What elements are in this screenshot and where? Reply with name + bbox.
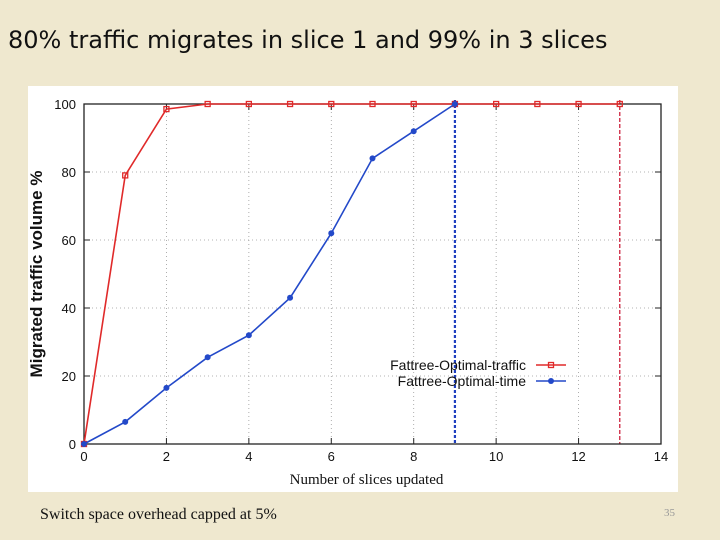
data-point [286,100,294,108]
y-tick-label: 60 [62,233,76,248]
legend-marker [548,378,554,384]
data-point [328,230,335,237]
footnote: Switch space overhead capped at 5% [40,506,277,523]
y-tick-label: 80 [62,165,76,180]
data-point [616,100,623,108]
gridlines [84,103,661,444]
data-point [575,100,582,108]
x-tick-label: 2 [163,449,170,464]
series [80,100,623,448]
y-axis-label: Migrated traffic volume % [28,171,46,378]
x-tick-label: 12 [571,449,585,464]
data-point [287,294,294,301]
plot-frame [83,103,662,445]
data-point [245,100,253,108]
data-point [369,100,376,108]
data-point [204,100,211,108]
legend: Fattree-Optimal-trafficFattree-Optimal-t… [390,357,566,389]
data-point [122,172,129,179]
y-tick-label: 40 [62,301,76,316]
x-tick-label: 10 [489,449,503,464]
x-tick-label: 4 [245,449,252,464]
series-line [83,103,620,445]
data-point [204,354,211,361]
x-tick-label: 8 [410,449,417,464]
data-point [451,101,458,107]
chart-panel: 0 2 4 6 8 10 12 14 0 20 40 60 80 100 Migrated traffic … [28,86,678,492]
data-point [81,441,87,447]
x-tick-label: 14 [654,449,668,464]
legend-label: Fattree-Optimal-traffic [390,357,526,373]
x-axis-label: Number of slices updated [290,472,444,488]
slide-title: 80% traffic migrates in slice 1 and 99% … [8,26,608,54]
data-point [163,384,170,391]
data-point [410,128,417,135]
data-point [245,332,252,339]
data-point [369,155,376,162]
data-point [492,100,500,108]
y-tick-label: 100 [54,97,76,112]
data-point [122,418,129,425]
y-tick-label: 0 [69,437,76,452]
data-point [163,105,170,113]
legend-marker [547,361,555,369]
line-chart: 0 2 4 6 8 10 12 14 0 20 40 60 80 100 Migrated traffic … [28,97,668,488]
x-tick-label: 0 [80,449,87,464]
data-point [410,100,417,108]
y-tick-label: 20 [62,369,76,384]
page-number: 35 [664,507,675,519]
data-point [328,100,335,108]
series-line [83,103,456,445]
legend-label: Fattree-Optimal-time [398,373,527,389]
axes: 0 2 4 6 8 10 12 14 0 20 40 60 80 100 Migrated traffic … [28,97,668,488]
data-point [534,100,541,108]
reference-lines [453,100,621,444]
x-tick-label: 6 [328,449,335,464]
